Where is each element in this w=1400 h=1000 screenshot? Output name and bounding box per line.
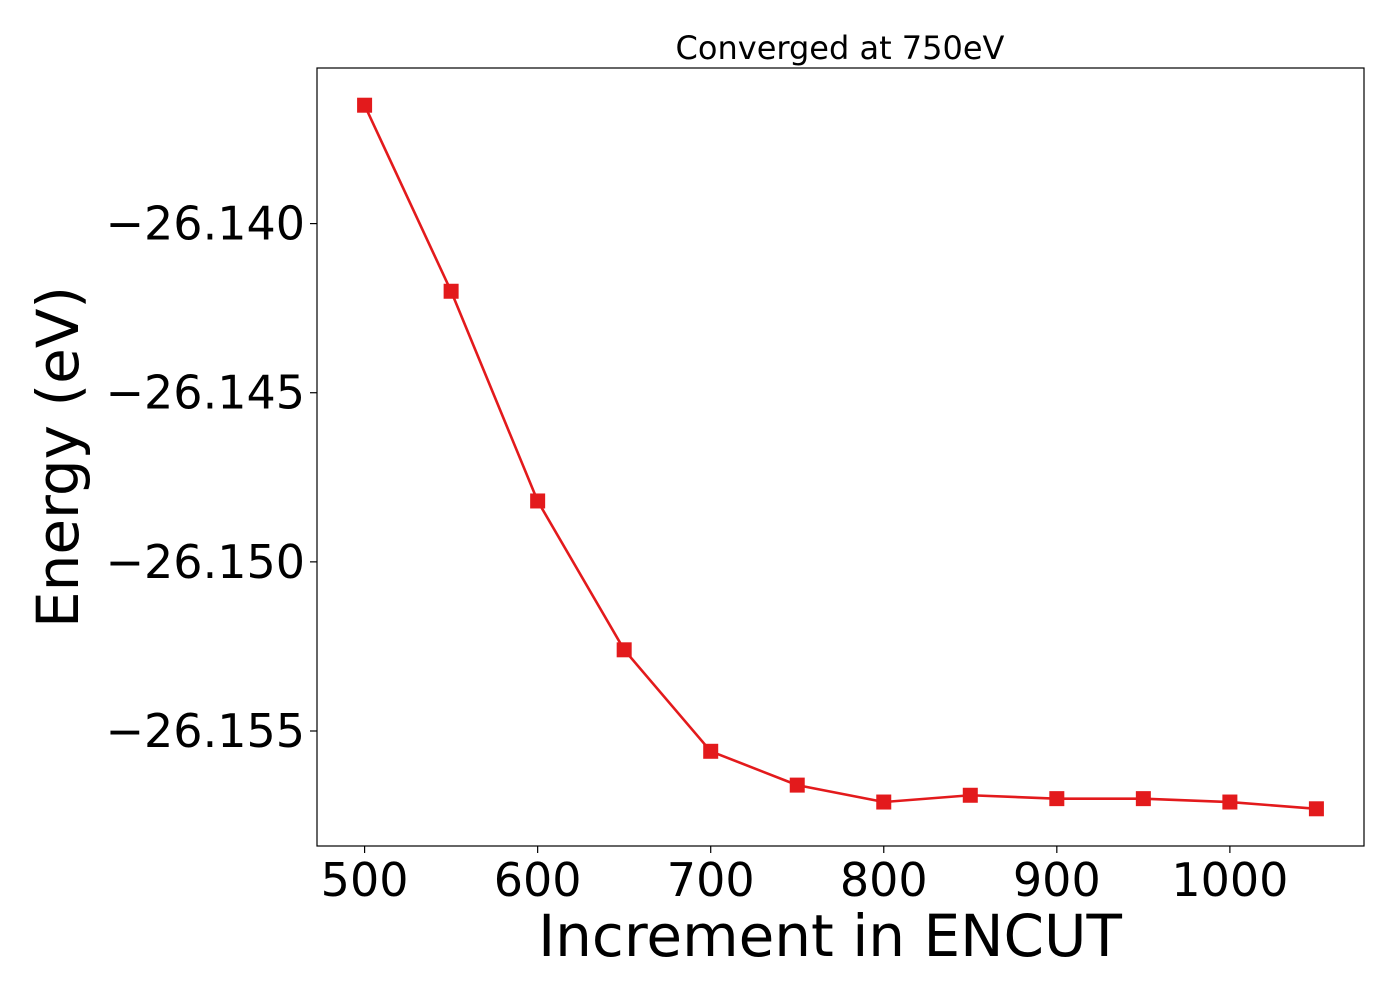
y-axis-label: Energy (eV) — [24, 286, 92, 628]
data-point-550 — [443, 283, 459, 299]
chart-title: Converged at 750eV — [676, 29, 1005, 67]
y-tick-label: −26.150 — [106, 535, 306, 589]
data-point-1050 — [1308, 801, 1324, 817]
x-tick-label: 600 — [494, 853, 582, 907]
x-tick-label: 800 — [840, 853, 928, 907]
data-point-650 — [616, 642, 632, 658]
series-line — [363, 104, 1317, 811]
data-point-800 — [876, 794, 892, 810]
x-tick-label: 500 — [321, 853, 409, 907]
data-point-950 — [1135, 791, 1151, 807]
x-axis-label: Increment in ENCUT — [538, 902, 1122, 970]
data-point-1000 — [1222, 794, 1238, 810]
plot-frame — [316, 67, 1365, 847]
x-tick-label: 700 — [667, 853, 755, 907]
data-point-750 — [789, 777, 805, 793]
x-tick-label: 900 — [1013, 853, 1101, 907]
data-point-500 — [357, 97, 373, 113]
data-point-850 — [962, 787, 978, 803]
data-point-600 — [530, 493, 546, 509]
x-tick-label: 1000 — [1171, 853, 1288, 907]
y-tick-label: −26.145 — [106, 366, 306, 420]
data-point-900 — [1049, 791, 1065, 807]
data-point-700 — [703, 743, 719, 759]
y-tick-label: −26.155 — [106, 704, 306, 758]
y-tick-label: −26.140 — [106, 197, 306, 251]
